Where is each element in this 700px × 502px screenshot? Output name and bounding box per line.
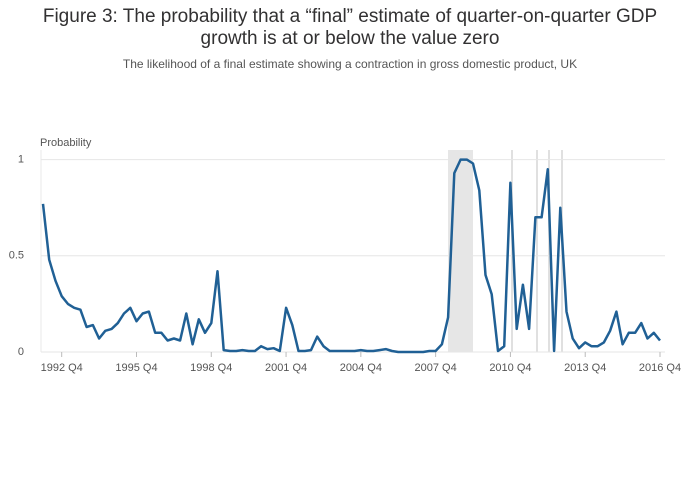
x-tick-label: 1998 Q4 [190, 362, 232, 374]
chart-subtitle: The likelihood of a final estimate showi… [122, 57, 578, 71]
x-tick-label: 2004 Q4 [340, 362, 382, 374]
x-tick-label: 2013 Q4 [564, 362, 606, 374]
x-tick-label: 2001 Q4 [265, 362, 307, 374]
x-tick-label: 2007 Q4 [415, 362, 457, 374]
data-line [41, 158, 661, 354]
x-tick-label: 1992 Q4 [41, 362, 83, 374]
y-axis-label: Probability [40, 137, 92, 149]
x-tick-label: 1995 Q4 [115, 362, 157, 374]
y-tick-label: 0.5 [9, 250, 24, 262]
y-tick-label: 1 [18, 154, 24, 166]
y-tick-label: 0 [18, 346, 24, 358]
chart-title: Figure 3: The probability that a “final”… [42, 6, 658, 49]
x-tick-label: 2010 Q4 [489, 362, 531, 374]
x-tick-label: 2016 Q4 [639, 362, 681, 374]
